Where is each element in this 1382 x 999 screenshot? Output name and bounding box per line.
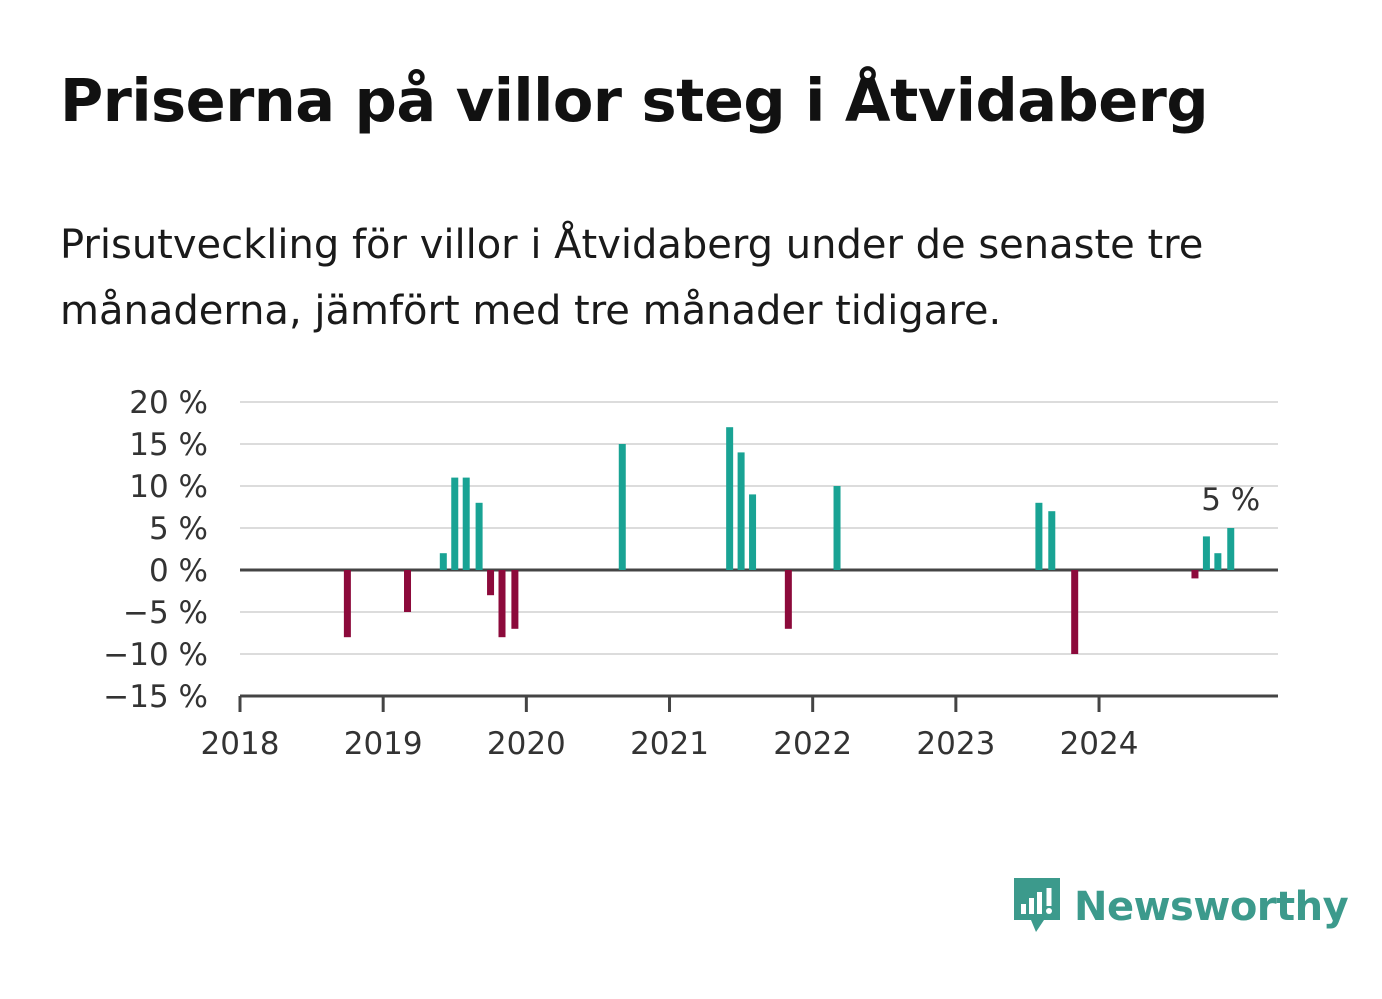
x-tick-label: 2020 [487,726,566,762]
bar [1191,570,1199,579]
x-tick-label: 2022 [773,726,852,762]
x-axis: 2018 2019 2020 2021 2022 2023 2024 [201,694,1278,762]
bar [404,570,412,612]
y-tick-label: −10 % [103,637,208,673]
x-tick-label: 2021 [630,726,709,762]
y-tick-label: 10 % [129,469,208,505]
x-tick-label: 2019 [344,726,423,762]
bar [1214,553,1222,570]
bar [439,553,447,570]
bar [726,427,734,570]
brand-logo: Newsworthy [1010,874,1349,940]
bars [343,427,1235,654]
y-axis-labels: 20 % 15 % 10 % 5 % 0 % −5 % −10 % −15 % [103,385,208,715]
y-tick-label: 15 % [129,427,208,463]
bar [462,477,470,570]
y-tick-label: 0 % [149,553,208,589]
gridlines [240,401,1278,655]
chart-subtitle: Prisutveckling för villor i Åtvidaberg u… [60,222,1204,334]
annotations: 5 % [1201,482,1260,518]
bar [451,477,459,570]
bar [833,486,841,570]
brand-name: Newsworthy [1074,884,1349,930]
chart-title: Priserna på villor steg i Åtvidaberg [60,66,1209,135]
bar [1227,528,1235,570]
data-label: 5 % [1201,482,1260,518]
bar [487,570,495,596]
x-tick-label: 2023 [916,726,995,762]
bar [618,444,626,570]
bar [737,452,745,570]
bar [475,502,483,570]
newsworthy-logo-icon [1014,878,1060,932]
x-tick-label: 2024 [1060,726,1139,762]
y-tick-label: −15 % [103,679,208,715]
bar [498,570,506,638]
x-tick-label: 2018 [201,726,280,762]
y-tick-label: 5 % [149,511,208,547]
bar [1048,511,1056,570]
y-tick-label: −5 % [123,595,208,631]
bar [511,570,519,629]
bar [1071,570,1079,654]
bar [343,570,351,638]
bar [784,570,792,629]
bar [1202,536,1210,570]
bar [1035,502,1043,570]
y-tick-label: 20 % [129,385,208,421]
bar [749,494,757,570]
